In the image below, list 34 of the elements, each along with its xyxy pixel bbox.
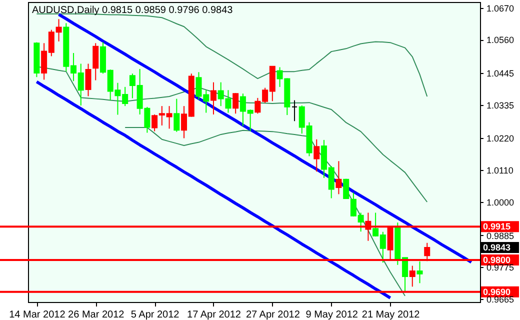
- candlestick: [409, 265, 416, 288]
- y-tick-label: 1.0445: [486, 68, 514, 79]
- y-tick-label: 1.0335: [486, 100, 514, 110]
- candlestick: [232, 92, 239, 114]
- x-tick-label: 17 Apr 2012: [187, 310, 242, 320]
- candlestick: [336, 160, 342, 195]
- text: 0.9843: [483, 242, 511, 253]
- y-tick-label: 0.9885: [486, 230, 514, 241]
- y-tick-label: 1.0110: [486, 166, 514, 176]
- y-tick-label: 1.0000: [486, 198, 514, 208]
- y-tick-label: 1.0560: [486, 35, 514, 46]
- candlestick: [343, 178, 350, 200]
- x-tick-label: 9 May 2012: [306, 310, 358, 320]
- x-tick-label: 5 Apr 2012: [130, 310, 180, 320]
- x-tick-label: 21 May 2012: [362, 310, 420, 320]
- x-tick-label: 26 Mar 2012: [68, 310, 125, 320]
- line-series: [35, 80, 392, 300]
- x-tick-label: 14 Mar 2012: [9, 310, 66, 320]
- chart-title: AUDUSD,Daily 0.9815 0.9859 0.9796 0.9843: [32, 5, 234, 16]
- candlestick: [314, 138, 320, 172]
- y-tick-label: 0.9775: [486, 262, 514, 273]
- ref-line-label: 0.9915: [483, 222, 511, 232]
- candlestick: [92, 42, 99, 81]
- y-tick-label: 1.0670: [486, 3, 514, 14]
- x-tick-label: 27 Apr 2012: [246, 310, 300, 320]
- candlestick: [210, 82, 216, 115]
- candlestick: [416, 260, 423, 284]
- candlestick: [292, 100, 298, 122]
- ref-line-label: 0.9800: [483, 254, 511, 265]
- y-tick-label: 1.0220: [486, 134, 514, 144]
- y-tick-label: 0.9665: [486, 294, 514, 305]
- ref-line-label: 0.9690: [483, 286, 511, 297]
- candlestick: [85, 63, 92, 97]
- candlestick: [174, 98, 180, 132]
